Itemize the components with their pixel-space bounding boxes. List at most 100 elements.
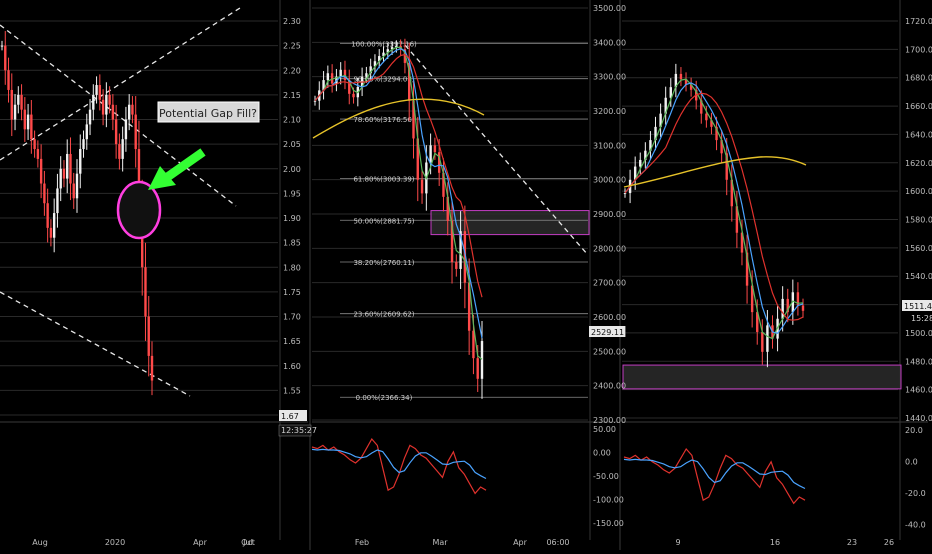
y-tick-label: 1.70	[283, 313, 301, 322]
zones-layer	[430, 210, 902, 390]
candle-body	[730, 179, 733, 207]
countdown-label-panel3: 15:28	[911, 314, 932, 323]
candle-body	[111, 104, 115, 120]
osc-tick-label: 50.00	[593, 425, 616, 434]
y-tick-label: 1580.0	[905, 216, 932, 225]
y-tick-label: 1440.0	[905, 414, 932, 423]
candle-body	[56, 188, 59, 214]
candle-body	[105, 94, 108, 115]
y-tick-label: 2600.00	[593, 313, 626, 322]
oscillator-layer	[311, 437, 806, 505]
y-tick-label: 1.90	[283, 214, 301, 223]
candle-body	[49, 227, 53, 238]
candle-body	[745, 252, 749, 286]
ma-blue-line	[314, 48, 483, 339]
x-tick-label: 9	[675, 538, 680, 547]
candle-body	[420, 179, 424, 194]
candle-body	[352, 93, 355, 98]
fib-level-label: 78.60%(3176.56)	[353, 116, 414, 124]
fib-level-label: 90.00%(3294.08)	[353, 76, 414, 84]
y-tick-label: 2.30	[283, 17, 301, 26]
candle-body	[101, 99, 105, 115]
candle-body	[705, 113, 708, 121]
candle-body	[766, 325, 769, 352]
y-tick-label: 1720.0	[905, 17, 932, 26]
fib-level-label: 0.00%(2366.34)	[356, 394, 413, 402]
y-tick-label: 1.65	[283, 337, 301, 346]
candle-body	[472, 330, 475, 359]
candle-body	[144, 267, 147, 317]
candle-body	[437, 152, 441, 173]
price-label-panel1: 1.67	[281, 412, 299, 421]
osc-tick-label: -150.00	[593, 519, 624, 528]
y-tick-label: 3100.00	[593, 141, 626, 150]
candle-body	[150, 355, 154, 381]
support-zone-panel3	[622, 364, 902, 390]
candle-body	[623, 193, 627, 195]
y-tick-label: 2800.00	[593, 244, 626, 253]
candle-body	[639, 159, 642, 167]
candle-body	[52, 213, 56, 238]
y-tick-label: 1500.0	[905, 329, 932, 338]
candle-body	[689, 84, 693, 90]
candle-body	[382, 52, 385, 57]
x-tick-label: Feb	[355, 538, 369, 547]
y-tick-label: 1480.0	[905, 357, 932, 366]
y-tick-label: 2.00	[283, 165, 301, 174]
price-label-panel1-bg	[279, 410, 307, 421]
candle-body	[740, 232, 744, 253]
candle-body	[378, 56, 381, 62]
price-label-panel3-bg	[902, 300, 932, 311]
fib-layer: 100.00%(3397.16) 90.00%(3294.08) 78.60%(31…	[340, 40, 588, 402]
candle-body	[801, 305, 805, 311]
candle-body	[679, 73, 683, 80]
axes-layer: 2.30 2.25 2.20 2.15 2.10 2.05 2.00 1.95 1.90 1.85…	[32, 4, 932, 547]
y-tick-label: 2.20	[283, 66, 301, 75]
candle-body	[669, 87, 672, 98]
candle-body	[395, 45, 398, 48]
y-tick-label: 2.05	[283, 140, 301, 149]
osc-tick-label: 20.0	[905, 426, 923, 435]
candle-body	[79, 149, 82, 174]
x-tick-label: 16	[770, 538, 780, 547]
trendline-upper	[0, 7, 241, 161]
x-tick-label: Oct	[241, 538, 255, 547]
candles-layer	[0, 31, 805, 399]
y-tick-label: 1.55	[283, 386, 301, 395]
candle-body	[322, 80, 325, 91]
y-tick-label: 1600.0	[905, 187, 932, 196]
support-zone-panel2	[430, 210, 590, 236]
osc-tick-label: -100.00	[593, 496, 624, 505]
x-tick-label: 23	[847, 538, 857, 547]
candle-body	[649, 140, 652, 151]
candle-body	[446, 196, 449, 221]
candle-body	[75, 173, 79, 199]
candle-body	[700, 100, 703, 114]
x-tick-label: Apr	[513, 538, 528, 547]
candle-body	[433, 145, 437, 153]
candle-body	[36, 149, 40, 159]
candle-body	[7, 70, 10, 90]
candle-body	[114, 119, 118, 145]
candle-body	[17, 94, 20, 105]
candle-body	[39, 158, 43, 184]
candle-body	[442, 172, 445, 197]
y-tick-label: 3500.00	[593, 4, 626, 13]
fib-level-label: 23.60%(2609.62)	[353, 311, 414, 319]
fib-level-label: 38.20%(2760.11)	[353, 259, 414, 267]
green-arrow-icon	[148, 148, 206, 190]
fib-level-label: 100.00%(3397.16)	[351, 40, 417, 48]
x-tick-label: Apr	[193, 538, 208, 547]
candle-body	[26, 114, 30, 130]
candle-body	[735, 206, 739, 233]
candle-body	[124, 119, 128, 140]
candle-body	[750, 285, 754, 313]
osc-tick-label: -50.00	[593, 472, 619, 481]
oscillator-panel3-blue	[623, 458, 806, 490]
candle-body	[0, 45, 4, 47]
x-tick-label: 06:00	[546, 538, 569, 547]
ma-fast-line	[624, 78, 804, 340]
countdown-label-panel1: 12:35:27	[281, 426, 317, 435]
candle-body	[4, 45, 7, 71]
candle-body	[684, 79, 688, 85]
